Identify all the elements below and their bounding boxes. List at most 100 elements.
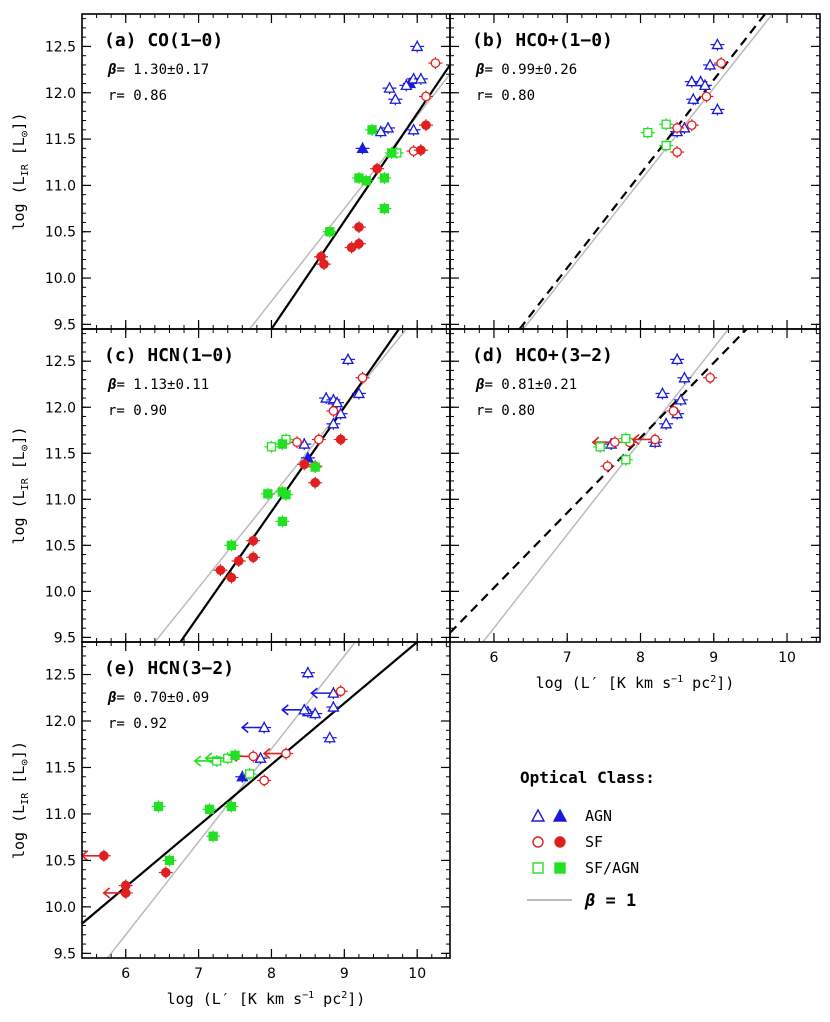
circle-marker [233,556,244,566]
y-axis-label: log (LIR [L⊙]) [10,112,31,230]
fit-line [270,64,450,329]
square-marker [277,516,288,527]
data-point-agn [310,686,341,700]
square-marker [230,750,240,761]
legend-beta-label: β = 1 [584,891,636,911]
limit-arrow-head [310,687,318,699]
data-point-sf [246,551,261,564]
data-point-sfagn [162,854,177,867]
square-marker [277,439,288,449]
circle-marker [701,91,712,102]
data-point-sf [355,371,370,384]
data-point-agn [655,387,670,400]
plot-area [82,642,418,958]
data-point-sfagn [264,440,279,453]
data-point-agn [659,417,674,430]
data-point-sfagn [377,202,392,215]
circle-marker [281,748,291,759]
x-tick-label: 9 [340,966,349,982]
circle-marker [610,437,620,448]
square-marker [367,125,377,135]
square-marker [164,855,175,866]
circle-marker [335,434,346,445]
circle-marker [310,477,321,488]
x-tick-label: 9 [709,650,718,666]
beta-value: β= 0.99±0.26 [475,62,577,78]
y-tick-label: 11.0 [45,807,76,823]
legend-filled-marker [554,836,566,848]
data-point-sfagn [308,461,323,474]
data-point-agn [340,353,355,366]
legend-label: SF [585,833,603,851]
legend-filled-marker [554,862,566,874]
circle-marker [716,58,726,68]
panel-frame [449,328,821,643]
limit-arrow-head [281,704,289,716]
unity-line [482,329,730,642]
data-point-sfagn [228,749,243,762]
data-point-sfagn [206,830,221,843]
data-point-agn [351,387,366,400]
data-point-sfagn [275,515,290,528]
triangle-marker [711,103,724,115]
y-tick-label: 12.0 [45,714,76,730]
data-point-sfagn [659,118,674,131]
data-point-sf [297,458,312,471]
x-tick-label: 7 [563,650,572,666]
beta-value: β= 1.13±0.11 [107,377,209,393]
circle-marker [650,434,660,445]
unity-line [249,73,450,329]
panel-c: 9.5 10.0 10.5 11.0 11.5 12.0 12.5 (c) HCN(1−0) β… [45,328,451,646]
circle-marker [421,120,431,131]
square-marker [621,433,631,444]
square-marker [212,756,222,766]
plot-area [518,14,773,329]
y-tick-label: 12.5 [45,668,76,684]
data-point-agn [326,417,341,430]
data-point-agn [308,707,323,720]
limit-arrow-head [240,721,249,734]
triangle-marker [323,731,336,743]
triangle-marker [236,770,249,782]
legend-open-marker [530,808,546,822]
data-point-sf [418,90,433,103]
y-tick-label: 12.5 [45,39,76,55]
legend-open-marker [532,836,544,848]
square-marker [226,540,237,550]
unity-line [154,329,407,642]
square-marker [661,119,671,129]
square-marker [379,203,390,214]
y-tick-label: 9.5 [54,946,76,962]
circle-marker [215,565,226,576]
triangle-marker [411,40,424,52]
triangle-marker [327,700,340,712]
data-point-sfagn [377,171,392,184]
y-tick-label: 11.5 [45,132,76,148]
limit-arrow-head [262,747,271,760]
data-point-sfagn [151,800,166,813]
data-point-sfagn [322,225,337,238]
panel-title: (a) CO(1−0) [104,30,223,51]
y-tick-label: 11.0 [45,178,76,194]
triangle-marker [327,417,340,429]
data-point-sf [333,433,348,446]
y-tick-label: 12.0 [45,86,76,102]
data-point-sf [351,237,366,250]
plot-area [154,329,407,642]
r-value: r= 0.86 [108,88,167,104]
circle-marker [319,259,329,269]
triangle-marker [327,686,340,698]
data-point-sfagn [659,139,674,152]
square-marker [208,831,218,841]
data-point-sfagn [193,754,224,767]
x-tick-label: 6 [121,966,130,982]
triangle-marker [656,387,669,399]
data-point-sf [231,554,246,567]
data-point-sfagn [384,146,399,159]
data-point-sf [418,119,433,132]
limit-arrow-head [82,850,89,862]
triangle-marker [254,751,267,763]
circle-marker [686,120,697,131]
unity-line [522,14,773,329]
square-marker [595,442,605,452]
